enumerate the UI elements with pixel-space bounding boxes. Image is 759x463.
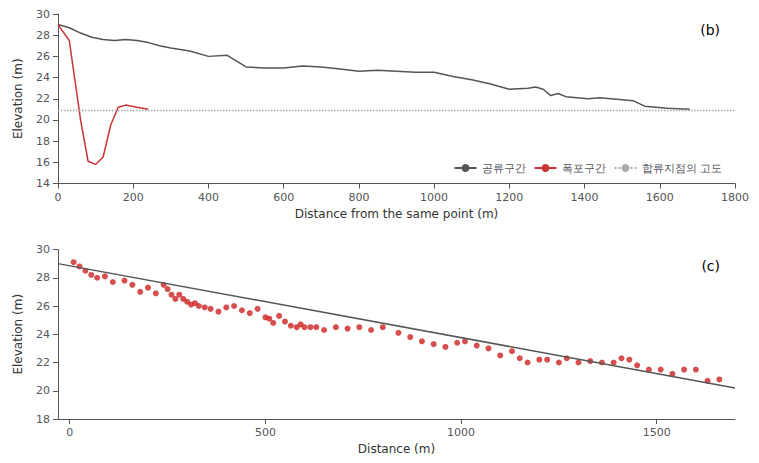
svg-text:공류구간: 공류구간 [482,162,526,175]
svg-text:1000: 1000 [447,426,475,439]
svg-text:(c): (c) [701,258,720,274]
svg-text:합류지점의 고도: 합류지점의 고도 [642,162,723,175]
svg-text:(b): (b) [700,22,720,38]
svg-text:22: 22 [36,356,50,369]
svg-text:Distance from the same point (: Distance from the same point (m) [295,207,499,221]
svg-text:1500: 1500 [643,426,671,439]
svg-text:1800: 1800 [721,191,749,204]
svg-text:1400: 1400 [571,191,599,204]
svg-text:16: 16 [36,156,50,169]
svg-text:1000: 1000 [420,191,448,204]
svg-text:1600: 1600 [646,191,674,204]
svg-text:22: 22 [36,92,50,105]
svg-text:0: 0 [55,191,62,204]
svg-text:200: 200 [123,191,144,204]
svg-text:20: 20 [36,384,50,397]
svg-text:24: 24 [36,328,50,341]
svg-text:14: 14 [36,177,50,190]
svg-text:28: 28 [36,271,50,284]
svg-text:30: 30 [36,8,50,21]
svg-text:1200: 1200 [495,191,523,204]
svg-text:0: 0 [66,426,73,439]
svg-text:28: 28 [36,29,50,42]
svg-text:26: 26 [36,50,50,63]
svg-text:26: 26 [36,300,50,313]
svg-text:800: 800 [348,191,369,204]
svg-text:폭포구간: 폭포구간 [562,162,606,175]
svg-text:18: 18 [36,135,50,148]
svg-text:18: 18 [36,413,50,426]
svg-text:20: 20 [36,113,50,126]
svg-text:400: 400 [198,191,219,204]
svg-text:Distance (m): Distance (m) [358,442,435,456]
svg-text:30: 30 [36,243,50,256]
svg-text:Elevation (m): Elevation (m) [11,58,25,139]
svg-text:Elevation (m): Elevation (m) [11,294,25,375]
svg-text:24: 24 [36,71,50,84]
svg-text:500: 500 [255,426,276,439]
svg-text:600: 600 [273,191,294,204]
